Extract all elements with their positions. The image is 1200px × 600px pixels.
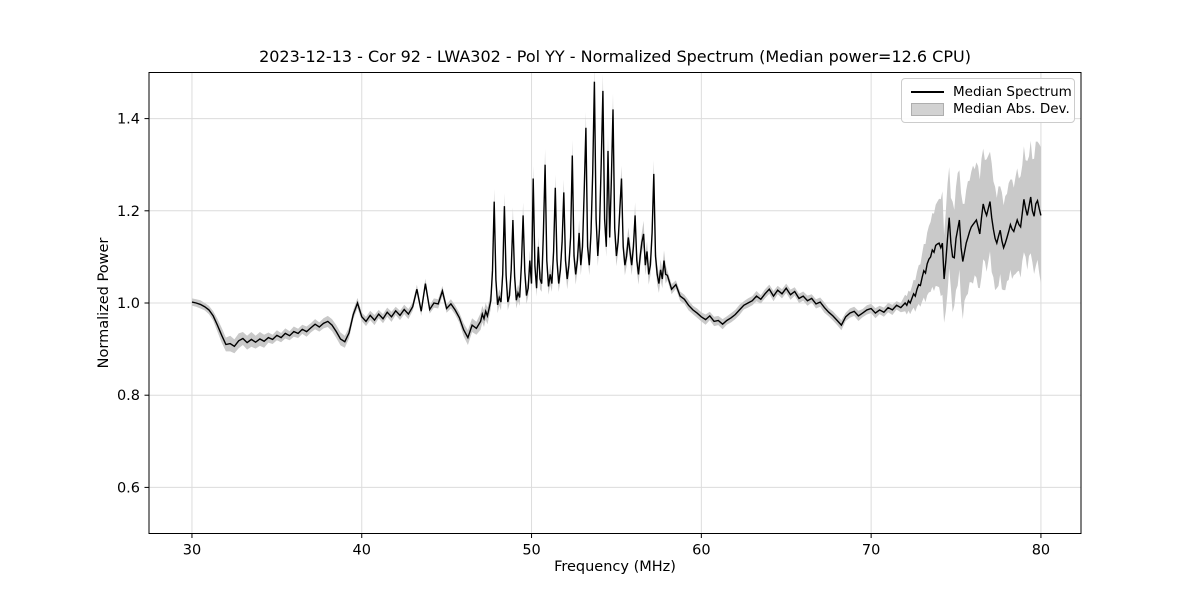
y-tick-label: 0.8	[117, 388, 140, 404]
y-tick-label: 1.2	[117, 204, 140, 220]
legend-label-mad-band: Median Abs. Dev.	[953, 101, 1070, 118]
y-tick-label: 1.4	[117, 112, 140, 128]
x-tick-label: 40	[353, 543, 371, 559]
legend-item-mad-band: Median Abs. Dev.	[911, 101, 1070, 119]
median-line	[191, 81, 1042, 348]
legend: Median Spectrum Median Abs. Dev.	[901, 78, 1075, 123]
legend-label-median-spectrum: Median Spectrum	[953, 83, 1072, 100]
x-tick-label: 50	[522, 543, 540, 559]
chart-title: 2023-12-13 - Cor 92 - LWA302 - Pol YY - …	[259, 47, 971, 66]
y-tick-label: 1.0	[117, 296, 140, 312]
x-tick-label: 30	[183, 543, 201, 559]
x-tick-label: 60	[692, 543, 710, 559]
x-axis-label: Frequency (MHz)	[554, 559, 676, 575]
x-tick-label: 80	[1032, 543, 1050, 559]
x-tick-label: 70	[862, 543, 880, 559]
median-line-swatch	[911, 90, 944, 93]
legend-item-median-spectrum: Median Spectrum	[911, 83, 1072, 101]
y-tick-label: 0.6	[117, 480, 140, 496]
mad-band-swatch	[911, 102, 944, 116]
